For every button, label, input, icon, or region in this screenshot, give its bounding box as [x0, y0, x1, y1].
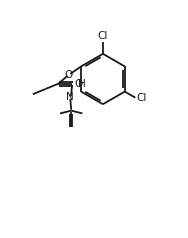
Text: Cl: Cl: [98, 31, 108, 41]
Text: H: H: [78, 79, 86, 89]
Text: Cl: Cl: [136, 93, 147, 103]
Text: O: O: [74, 79, 83, 89]
Text: O: O: [65, 70, 73, 80]
Text: N: N: [66, 92, 74, 102]
